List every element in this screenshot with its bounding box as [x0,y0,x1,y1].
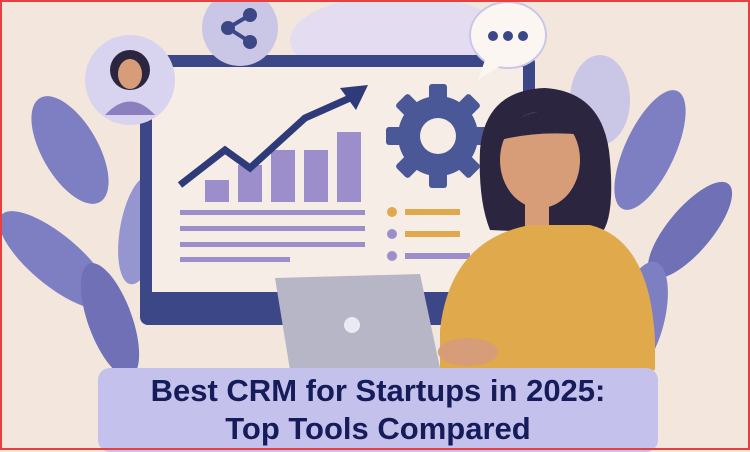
title-line-2: Top Tools Compared [225,411,531,446]
chat-bubble-icon [469,1,547,80]
bar-chart-graphic [205,132,361,202]
avatar-icon [85,35,175,125]
title-line-1: Best CRM for Startups in 2025: [150,373,606,408]
list-graphic [387,207,470,261]
woman-figure [438,88,655,370]
laptop [275,274,440,370]
gear-icon [386,84,490,188]
trend-arrow-icon [177,94,352,188]
share-icon [202,0,278,66]
title-banner: Best CRM for Startups in 2025: Top Tools… [98,368,658,452]
text-lines [180,210,365,262]
laptop-logo-icon [344,317,360,333]
